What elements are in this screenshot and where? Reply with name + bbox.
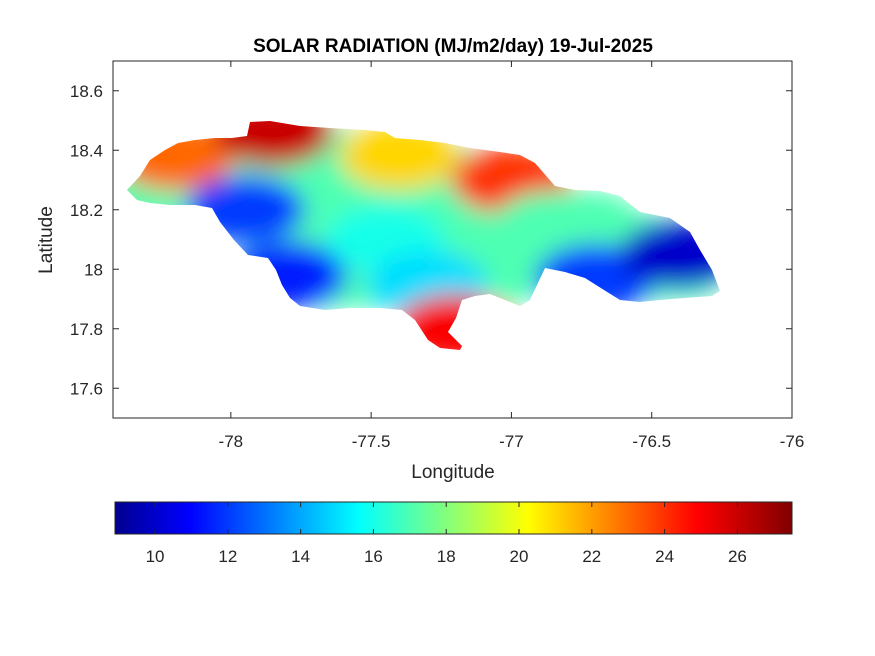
y-axis: 17.6 17.8 18 18.2 18.4 18.6 <box>70 82 792 398</box>
colorbar-tick-label: 18 <box>437 547 456 566</box>
chart-title: SOLAR RADIATION (MJ/m2/day) 19-Jul-2025 <box>253 36 653 57</box>
y-tick-label: 18.6 <box>70 82 103 101</box>
x-axis: -78 -77.5 -77 -76.5 -76 <box>219 61 805 451</box>
colorbar: 10 12 14 16 18 20 22 24 26 <box>114 501 793 566</box>
x-tick-label: -76.5 <box>632 432 671 451</box>
x-tick-label: -77.5 <box>352 432 391 451</box>
colorbar-tick-label: 22 <box>582 547 601 566</box>
x-tick-label: -77 <box>499 432 524 451</box>
region-blob <box>493 190 614 259</box>
y-tick-label: 18 <box>84 260 103 279</box>
colorbar-tick-label: 16 <box>364 547 383 566</box>
colorbar-ticks: 10 12 14 16 18 20 22 24 26 <box>146 502 747 566</box>
x-axis-label: Longitude <box>411 462 494 483</box>
plot-area: -78 -77.5 -77 -76.5 -76 17.6 17.8 18 18.2 18.4 18… <box>70 60 805 451</box>
axes-box <box>112 60 793 419</box>
colorbar-tick-label: 14 <box>291 547 310 566</box>
colorbar-tick-label: 26 <box>728 547 747 566</box>
y-axis-label: Latitude <box>36 206 57 274</box>
y-tick-label: 17.6 <box>70 379 103 398</box>
x-tick-label: -76 <box>780 432 805 451</box>
y-tick-label: 18.4 <box>70 141 103 160</box>
x-tick-label: -78 <box>219 432 244 451</box>
region-blob <box>212 121 333 167</box>
y-tick-label: 18.2 <box>70 201 103 220</box>
colorbar-gradient <box>114 501 793 535</box>
colorbar-tick-label: 10 <box>146 547 165 566</box>
colorbar-tick-label: 20 <box>510 547 529 566</box>
colorbar-tick-label: 12 <box>218 547 237 566</box>
colorbar-tick-label: 24 <box>655 547 674 566</box>
y-tick-label: 17.8 <box>70 320 103 339</box>
